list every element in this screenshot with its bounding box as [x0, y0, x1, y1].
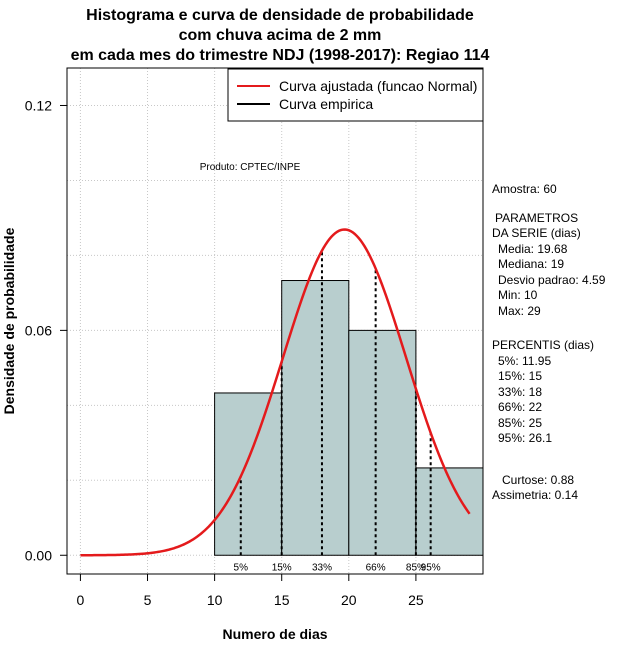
legend: Curva ajustada (funcao Normal) Curva emp… — [227, 68, 484, 122]
legend-label-empirical: Curva empirica — [279, 96, 373, 112]
histogram-bars — [214, 280, 484, 556]
curve-layer — [80, 228, 471, 557]
params-title-2: DA SERIE (dias) — [492, 226, 581, 240]
percentil-66: 66%: 22 — [498, 400, 543, 414]
normal-curve — [80, 228, 471, 557]
annotation-produto: Produto: CPTEC/INPE — [200, 162, 301, 173]
stats-panel: Amostra: 60 PARAMETROS DA SERIE (dias) M… — [492, 182, 605, 504]
param-min: Min: 10 — [498, 288, 538, 302]
chart-title-line-2: com chuva acima de 2 mm — [178, 27, 382, 44]
param-media: Media: 19.68 — [498, 241, 568, 256]
x-tick-label: 0 — [77, 592, 85, 608]
stat-assimetria: Assimetria: 0.14 — [492, 488, 579, 502]
histogram-bar — [214, 392, 283, 556]
percentile-label: 5% — [234, 562, 249, 573]
percentile-label: 15% — [272, 562, 292, 573]
x-tick-label: 5 — [144, 592, 152, 608]
chart-title-line-1: Histograma e curva de densidade de proba… — [86, 7, 474, 24]
y-tick-label: 0.06 — [25, 322, 52, 338]
histogram-bar — [348, 329, 417, 556]
stat-sample: Amostra: 60 — [492, 182, 557, 196]
param-mediana: Mediana: 19 — [498, 257, 565, 271]
params-title-1: PARAMETROS — [495, 210, 579, 225]
percentil-95: 95%: 26.1 — [498, 431, 553, 445]
percentile-label: 66% — [366, 562, 386, 573]
percentil-5: 5%: 11.95 — [498, 353, 552, 368]
y-tick-label: 0.00 — [25, 547, 52, 563]
y-tick-label: 0.12 — [25, 97, 52, 113]
percentile-label: 95% — [421, 562, 441, 573]
percentis-title: PERCENTIS (dias) — [492, 338, 595, 352]
x-axis-label: Numero de dias — [222, 626, 327, 642]
param-desvio: Desvio padrao: 4.59 — [498, 272, 606, 287]
param-max: Max: 29 — [498, 303, 541, 318]
x-tick-label: 20 — [341, 592, 357, 608]
percentil-33: 33%: 18 — [498, 384, 543, 399]
legend-box — [227, 68, 484, 122]
percentile-label: 33% — [312, 562, 332, 573]
x-tick-label: 10 — [207, 592, 223, 608]
histogram-bar — [281, 280, 350, 556]
percentile-lines: 5% 15% 33% 66% 85%95% — [234, 250, 441, 573]
stat-curtose: Curtose: 0.88 — [502, 472, 575, 487]
percentil-15: 15%: 15 — [498, 369, 543, 383]
histogram-bar — [415, 467, 484, 556]
axis-layer: 0 5 10 15 20 25 0.00 0.06 0.12 — [25, 97, 424, 608]
percentile-label: 85% — [406, 562, 426, 573]
x-tick-label: 25 — [408, 592, 424, 608]
x-tick-label: 15 — [274, 592, 290, 608]
y-axis-label: Densidade de probabilidade — [1, 227, 17, 414]
chart-title-line-3: em cada mes do trimestre NDJ (1998-2017)… — [70, 47, 490, 64]
percentil-85: 85%: 25 — [498, 415, 543, 430]
legend-label-normal: Curva ajustada (funcao Normal) — [279, 78, 477, 94]
